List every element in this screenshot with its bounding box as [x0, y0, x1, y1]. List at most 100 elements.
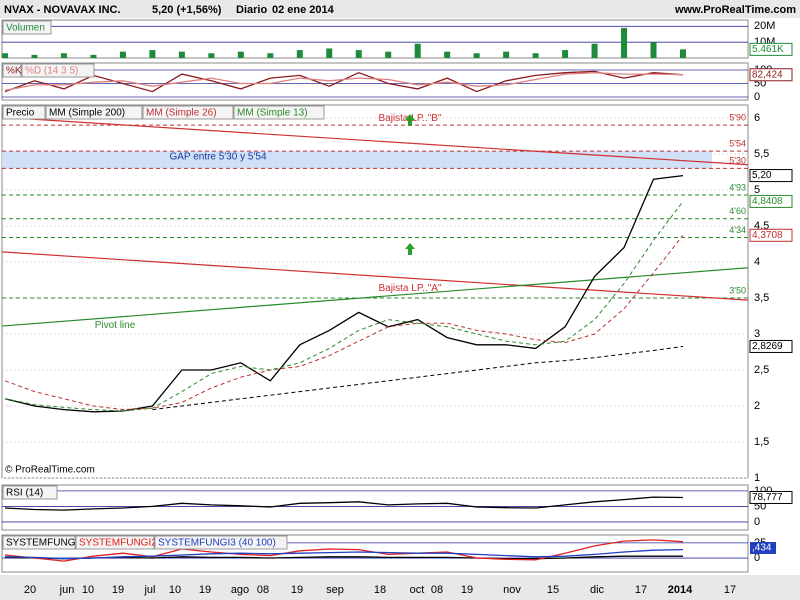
legend-box: [2, 485, 58, 500]
x-tick-label: 19: [112, 584, 124, 596]
level-label: 4'34: [729, 225, 746, 235]
y-tick-label: 20M: [754, 20, 775, 32]
legend-box: [2, 63, 22, 78]
y-tick-label: 5: [754, 184, 760, 196]
gap-label: GAP entre 5'30 y 5'54: [169, 152, 266, 163]
panel: [1, 19, 749, 59]
bar: [355, 50, 362, 58]
last-value-box: [749, 169, 793, 183]
x-tick-label: 15: [547, 584, 559, 596]
y-tick-label: 3,5: [754, 292, 769, 304]
x-tick-label: dic: [590, 584, 605, 596]
last-value-label: 78,777: [752, 492, 783, 503]
y-tick-label: 5,5: [754, 148, 769, 160]
legend-entry: MM (Simple 200): [49, 108, 125, 119]
bar: [473, 53, 480, 58]
header-bar: [0, 0, 800, 18]
trend-line: [1, 251, 749, 301]
bar: [178, 51, 185, 58]
last-value-box: [749, 194, 793, 208]
y-tick-label: 0: [754, 552, 760, 564]
x-tick-label: 08: [257, 584, 269, 596]
bar: [237, 51, 244, 58]
bar: [149, 50, 156, 58]
last-value-label: 5.461K: [752, 44, 784, 55]
legend-box: [2, 20, 52, 35]
bar: [296, 50, 303, 58]
legend-entry: SYSTEMFUNGI3 (40 100): [158, 538, 276, 549]
bar: [31, 54, 38, 58]
last-value-box: [749, 339, 793, 353]
x-tick-label: 19: [291, 584, 303, 596]
legend-box: [75, 535, 155, 550]
bar: [208, 53, 215, 58]
bar: [591, 43, 598, 58]
level-label: 5'30: [729, 156, 746, 166]
x-tick-label: 18: [374, 584, 386, 596]
bar: [414, 43, 421, 58]
last-value-label: 2,8269: [752, 341, 783, 352]
bar: [532, 53, 539, 58]
level-label: 5'54: [729, 138, 746, 148]
y-tick-label: 3: [754, 328, 760, 340]
x-tick-label: sep: [326, 584, 344, 596]
last-value-box: [749, 42, 793, 56]
level-label: 4'60: [729, 206, 746, 216]
bar: [621, 27, 628, 58]
panel: [1, 534, 749, 573]
last-value-box: [749, 68, 793, 82]
panel: [1, 62, 749, 101]
period: Diario: [236, 4, 267, 16]
y-tick-label: 0: [754, 91, 760, 103]
legend-entry: Volumen: [6, 23, 45, 34]
y-tick-label: 2,5: [754, 364, 769, 376]
arrow: [405, 243, 415, 255]
x-tick-label: 10: [82, 584, 94, 596]
x-tick-label: nov: [503, 584, 521, 596]
x-tick-label: 17: [724, 584, 736, 596]
y-tick-label: 6: [754, 112, 760, 124]
value-box: [750, 542, 776, 554]
x-tick-label: 2014: [668, 584, 693, 596]
trend-label: Pivot line: [95, 320, 136, 331]
legend-entry: %K: [6, 66, 22, 77]
y-tick-label: 2: [754, 400, 760, 412]
legend-entry: Precio: [6, 108, 35, 119]
x-tick-label: ago: [231, 584, 249, 596]
legend-box: [2, 535, 76, 550]
bar: [119, 51, 126, 58]
arrow: [405, 114, 415, 126]
last-value-box: [749, 228, 793, 242]
copyright: © ProRealTime.com: [5, 465, 95, 476]
legend-box: [154, 535, 288, 550]
x-tick-label: 08: [431, 584, 443, 596]
legend-entry: SYSTEMFUNGI2: [79, 538, 157, 549]
gap-band: [2, 151, 712, 169]
legend-box: [2, 105, 46, 120]
date: 02 ene 2014: [272, 4, 335, 16]
bar: [385, 51, 392, 58]
bar: [562, 50, 569, 58]
series-line: [152, 345, 684, 411]
level-label: 5'90: [729, 113, 746, 123]
last-value-label: 4,8408: [752, 196, 783, 207]
bar: [650, 42, 657, 58]
x-tick-label: 20: [24, 584, 36, 596]
x-tick-label: oct: [410, 584, 425, 596]
y-tick-label: 4: [754, 256, 760, 268]
level-label: 4'93: [729, 182, 746, 192]
bar: [503, 51, 510, 58]
last-value-label: 4,3708: [752, 230, 783, 241]
legend-entry: %D (14 3 5): [25, 66, 78, 77]
bar: [90, 54, 97, 58]
last-value-box: [749, 490, 793, 504]
x-tick-label: jul: [143, 584, 155, 596]
price: 5,20 (+1,56%): [152, 4, 222, 16]
trend-label: Bajista LP.."A": [378, 283, 442, 294]
legend-box: [142, 105, 234, 120]
series-line: [4, 234, 684, 411]
bar: [680, 49, 686, 58]
bar: [60, 53, 67, 58]
legend-entry: SYSTEMFUNGI: [6, 538, 78, 549]
